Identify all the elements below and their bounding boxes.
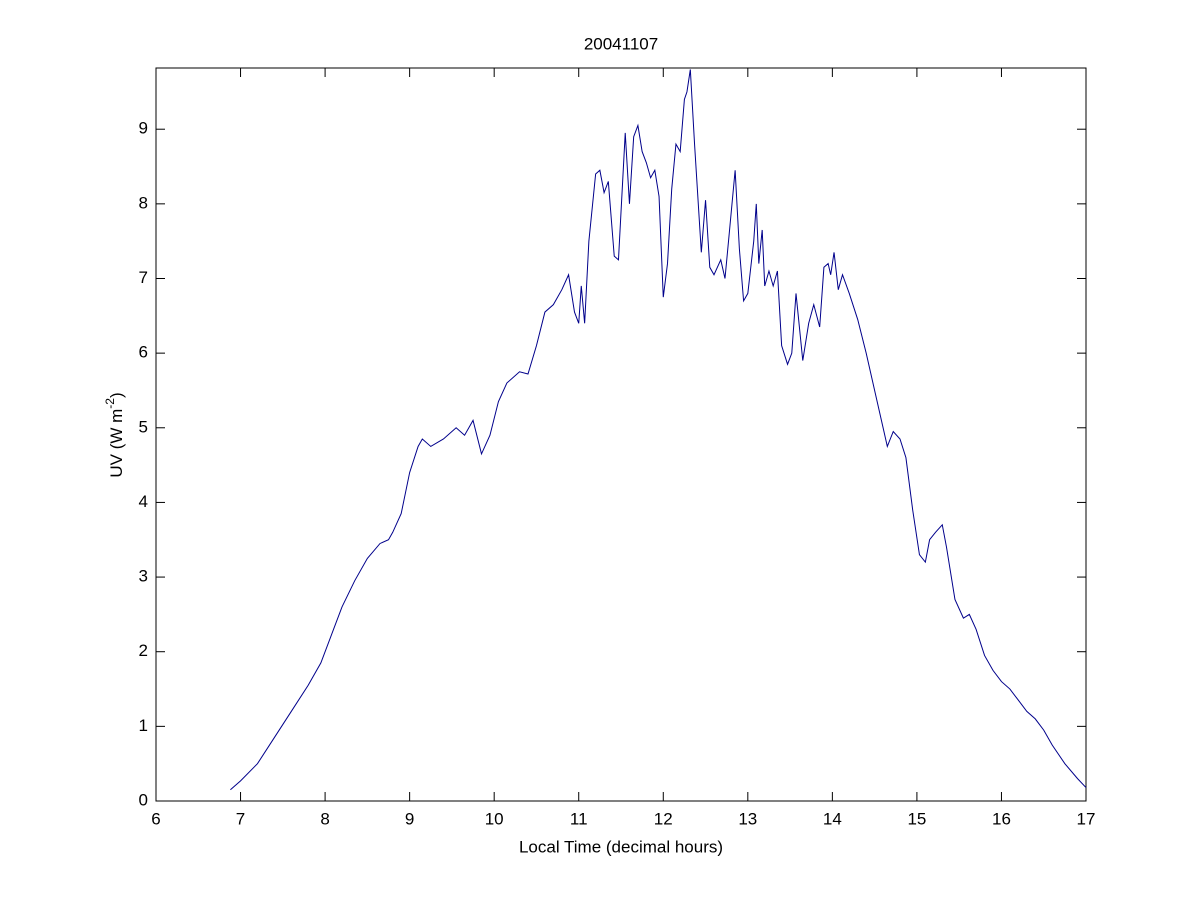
x-tick-label: 8: [320, 809, 329, 828]
y-axis-label-superscript: -2: [103, 398, 117, 409]
y-axis-label-text: UV (W m: [107, 409, 126, 478]
plot-frame: [155, 67, 1087, 802]
x-tick-label: 11: [570, 809, 588, 828]
y-tick-label: 6: [139, 343, 148, 362]
y-axis-label-end: ): [107, 392, 126, 398]
x-tick-label: 9: [405, 809, 414, 828]
y-tick-label: 3: [139, 567, 148, 586]
x-tick-label: 6: [151, 809, 160, 828]
y-tick-label: 0: [139, 790, 148, 809]
y-tick-label: 4: [139, 492, 148, 511]
x-tick-label: 15: [907, 809, 926, 828]
x-axis-label: Local Time (decimal hours): [519, 837, 723, 856]
y-tick-label: 1: [139, 716, 148, 735]
chart-title: 20041107: [584, 34, 658, 53]
x-tick-label: 17: [1077, 809, 1096, 828]
x-tick-label: 10: [485, 809, 504, 828]
x-tick-label: 12: [654, 809, 673, 828]
y-tick-label: 5: [139, 417, 148, 436]
x-tick-label: 14: [823, 809, 842, 828]
y-tick-label: 9: [139, 119, 148, 138]
y-tick-label: 7: [139, 268, 148, 287]
y-axis-label: UV (W m-2): [103, 392, 126, 477]
x-tick-label: 7: [236, 809, 245, 828]
y-tick-label: 8: [139, 193, 148, 212]
data-line: [230, 69, 1087, 791]
x-tick-label: 16: [992, 809, 1011, 828]
x-tick-label: 13: [738, 809, 757, 828]
y-tick-label: 2: [139, 641, 148, 660]
